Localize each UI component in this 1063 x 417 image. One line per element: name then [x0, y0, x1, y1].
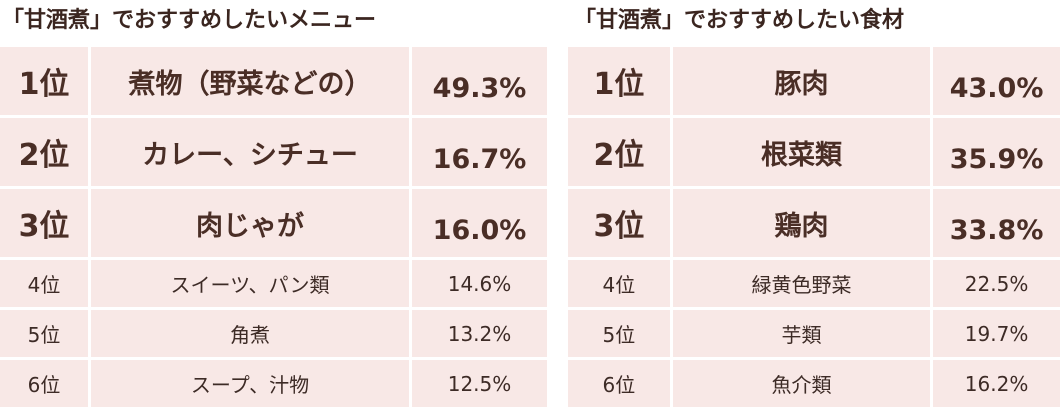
percentage-cell: 13.2%	[412, 310, 547, 357]
menu-ranking-title: 「甘酒煮」でおすすめしたいメニュー	[2, 8, 377, 33]
rank-cell: 4位	[0, 260, 88, 307]
table-row: 4位 緑黄色野菜 22.5%	[568, 260, 1060, 307]
ingredient-name-cell: 根菜類	[672, 118, 931, 186]
ingredient-name-cell: 豚肉	[672, 47, 931, 115]
percentage-cell: 49.3%	[412, 47, 547, 115]
rank-cell: 3位	[568, 189, 670, 257]
ingredient-name-cell: 芋類	[672, 310, 931, 357]
table-row: 6位 魚介類 16.2%	[568, 360, 1060, 407]
rank-cell: 3位	[0, 189, 88, 257]
rank-cell: 6位	[0, 360, 88, 407]
percentage-cell: 19.7%	[933, 310, 1060, 357]
percentage-cell: 16.2%	[933, 360, 1060, 407]
menu-name-cell: 角煮	[91, 310, 409, 357]
percentage-cell: 14.6%	[412, 260, 547, 307]
percentage-cell: 12.5%	[412, 360, 547, 407]
ingredient-ranking-title: 「甘酒煮」でおすすめしたい食材	[574, 8, 905, 33]
table-row: 6位 スープ、汁物 12.5%	[0, 360, 547, 407]
menu-name-cell: 煮物（野菜などの）	[91, 47, 409, 115]
percentage-cell: 22.5%	[933, 260, 1060, 307]
table-row: 5位 角煮 13.2%	[0, 310, 547, 357]
percentage-cell: 43.0%	[933, 47, 1060, 115]
ingredient-name-cell: 鶏肉	[672, 189, 931, 257]
ingredient-ranking-table: 1位 豚肉 43.0% 2位 根菜類 35.9% 3位 鶏肉 33.8% 4位 …	[565, 44, 1063, 410]
menu-ranking-table: 1位 煮物（野菜などの） 49.3% 2位 カレー、シチュー 16.7% 3位 …	[0, 44, 550, 410]
rank-cell: 4位	[568, 260, 670, 307]
menu-name-cell: スープ、汁物	[91, 360, 409, 407]
rank-cell: 2位	[568, 118, 670, 186]
rank-cell: 2位	[0, 118, 88, 186]
rank-cell: 6位	[568, 360, 670, 407]
ingredient-ranking-panel: 「甘酒煮」でおすすめしたい食材 1位 豚肉 43.0% 2位 根菜類 35.9%…	[568, 0, 1063, 410]
ingredient-name-cell: 緑黄色野菜	[672, 260, 931, 307]
table-row: 5位 芋類 19.7%	[568, 310, 1060, 357]
ingredient-name-cell: 魚介類	[672, 360, 931, 407]
table-row: 2位 根菜類 35.9%	[568, 118, 1060, 186]
rank-cell: 1位	[0, 47, 88, 115]
percentage-cell: 33.8%	[933, 189, 1060, 257]
table-row: 2位 カレー、シチュー 16.7%	[0, 118, 547, 186]
percentage-cell: 16.0%	[412, 189, 547, 257]
table-row: 3位 鶏肉 33.8%	[568, 189, 1060, 257]
table-row: 3位 肉じゃが 16.0%	[0, 189, 547, 257]
table-row: 1位 豚肉 43.0%	[568, 47, 1060, 115]
percentage-cell: 16.7%	[412, 118, 547, 186]
table-row: 1位 煮物（野菜などの） 49.3%	[0, 47, 547, 115]
menu-name-cell: 肉じゃが	[91, 189, 409, 257]
menu-name-cell: スイーツ、パン類	[91, 260, 409, 307]
table-row: 4位 スイーツ、パン類 14.6%	[0, 260, 547, 307]
menu-name-cell: カレー、シチュー	[91, 118, 409, 186]
rank-cell: 5位	[0, 310, 88, 357]
rank-cell: 1位	[568, 47, 670, 115]
rank-cell: 5位	[568, 310, 670, 357]
percentage-cell: 35.9%	[933, 118, 1060, 186]
menu-ranking-panel: 「甘酒煮」でおすすめしたいメニュー 1位 煮物（野菜などの） 49.3% 2位 …	[0, 8, 550, 410]
